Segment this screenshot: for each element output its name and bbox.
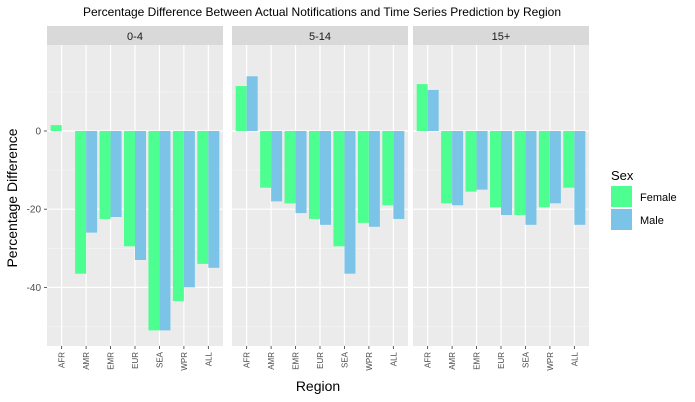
y-axis-title: Percentage Difference bbox=[4, 128, 20, 267]
bar-male-afr bbox=[427, 89, 439, 131]
x-tick-label: SEA bbox=[155, 351, 164, 368]
bar-female-afr bbox=[235, 86, 247, 131]
y-tick-label: -20 bbox=[27, 205, 42, 216]
legend-title: Sex bbox=[611, 168, 634, 183]
bar-female-eur bbox=[490, 131, 501, 208]
panel-strip-label: 5-14 bbox=[309, 31, 331, 43]
panel-strip bbox=[47, 26, 223, 45]
bar-male-afr bbox=[246, 76, 258, 131]
bar-male-wpr bbox=[183, 131, 195, 288]
x-tick-label: EMR bbox=[473, 352, 482, 370]
bar-female-amr bbox=[75, 131, 87, 274]
bar-female-eur bbox=[309, 131, 320, 219]
bar-male-wpr bbox=[549, 131, 561, 204]
x-tick-label: AMR bbox=[267, 352, 276, 370]
x-tick-label: WPR bbox=[365, 352, 374, 371]
x-tick-label: SEA bbox=[340, 351, 349, 368]
x-tick-label: WPR bbox=[180, 352, 189, 371]
bar-male-amr bbox=[86, 131, 98, 233]
bar-female-emr bbox=[99, 131, 111, 219]
bar-female-wpr bbox=[538, 131, 550, 208]
bar-female-wpr bbox=[357, 131, 369, 223]
bar-male-eur bbox=[501, 131, 512, 216]
panels-group: 0-4 AFR AMR EMR EUR SEA WPR ALL 5-14 AFR AMR EMR EUR… bbox=[47, 26, 589, 371]
bar-male-wpr bbox=[368, 131, 380, 227]
bar-male-amr bbox=[452, 131, 464, 206]
chart-title: Percentage Difference Between Actual Not… bbox=[83, 5, 561, 19]
bar-female-eur bbox=[124, 131, 135, 247]
x-tick-label: AFR bbox=[58, 352, 67, 368]
bar-female-afr bbox=[416, 84, 428, 131]
x-tick-label: EUR bbox=[131, 352, 140, 369]
bar-male-emr bbox=[476, 131, 488, 190]
bar-female-all bbox=[382, 131, 394, 206]
panel-1: 0-4 AFR AMR EMR EUR SEA WPR ALL bbox=[47, 26, 223, 371]
bar-female-emr bbox=[284, 131, 296, 204]
x-tick-label: AMR bbox=[448, 352, 457, 370]
bar-female-all bbox=[563, 131, 575, 188]
x-tick-label: AMR bbox=[82, 352, 91, 370]
bar-male-sea bbox=[159, 131, 171, 331]
x-tick-label: EMR bbox=[107, 352, 116, 370]
bar-female-sea bbox=[148, 131, 160, 331]
y-tick-label: 0 bbox=[35, 127, 41, 138]
panel-strip-label: 15+ bbox=[492, 31, 511, 43]
legend: Sex Female Male bbox=[611, 168, 677, 230]
bar-male-emr bbox=[295, 131, 307, 214]
x-tick-label: EUR bbox=[497, 352, 506, 369]
x-tick-label: AFR bbox=[243, 352, 252, 368]
panel-2: 5-14 AFR AMR EMR EUR SEA WPR ALL bbox=[232, 26, 408, 371]
bar-male-sea bbox=[344, 131, 356, 274]
bar-female-amr bbox=[441, 131, 453, 204]
bar-female-emr bbox=[465, 131, 477, 192]
bar-male-emr bbox=[110, 131, 122, 217]
bar-male-eur bbox=[320, 131, 331, 225]
y-axis: 0 -20 -40 bbox=[27, 127, 47, 294]
x-tick-label: SEA bbox=[521, 351, 530, 368]
bar-male-all bbox=[393, 131, 405, 219]
x-tick-label: ALL bbox=[389, 351, 398, 366]
panel-3: 15+ AFR AMR EMR EUR SEA WPR ALL bbox=[413, 26, 589, 371]
bar-female-all bbox=[197, 131, 209, 264]
x-tick-label: EUR bbox=[316, 352, 325, 369]
x-tick-label: ALL bbox=[204, 351, 213, 366]
legend-swatch-female bbox=[611, 186, 632, 207]
bar-female-wpr bbox=[172, 131, 184, 302]
bar-male-eur bbox=[135, 131, 146, 260]
bar-male-all bbox=[208, 131, 220, 268]
panel-strip-label: 0-4 bbox=[127, 31, 143, 43]
legend-swatch-male bbox=[611, 209, 632, 230]
x-tick-label: AFR bbox=[424, 352, 433, 368]
bar-female-afr bbox=[50, 125, 62, 131]
bar-male-amr bbox=[271, 131, 283, 202]
bar-female-amr bbox=[260, 131, 272, 188]
bar-male-all bbox=[574, 131, 586, 225]
bar-female-sea bbox=[333, 131, 345, 247]
bar-male-sea bbox=[525, 131, 537, 225]
panel-strip bbox=[232, 26, 408, 45]
y-tick-label: -40 bbox=[27, 283, 42, 294]
legend-label-male: Male bbox=[640, 215, 664, 227]
legend-label-female: Female bbox=[640, 192, 677, 204]
panel-strip bbox=[413, 26, 589, 45]
bar-female-sea bbox=[514, 131, 526, 216]
x-tick-label: ALL bbox=[570, 351, 579, 366]
x-axis-title: Region bbox=[296, 378, 340, 394]
x-tick-label: WPR bbox=[546, 352, 555, 371]
x-tick-label: EMR bbox=[292, 352, 301, 370]
